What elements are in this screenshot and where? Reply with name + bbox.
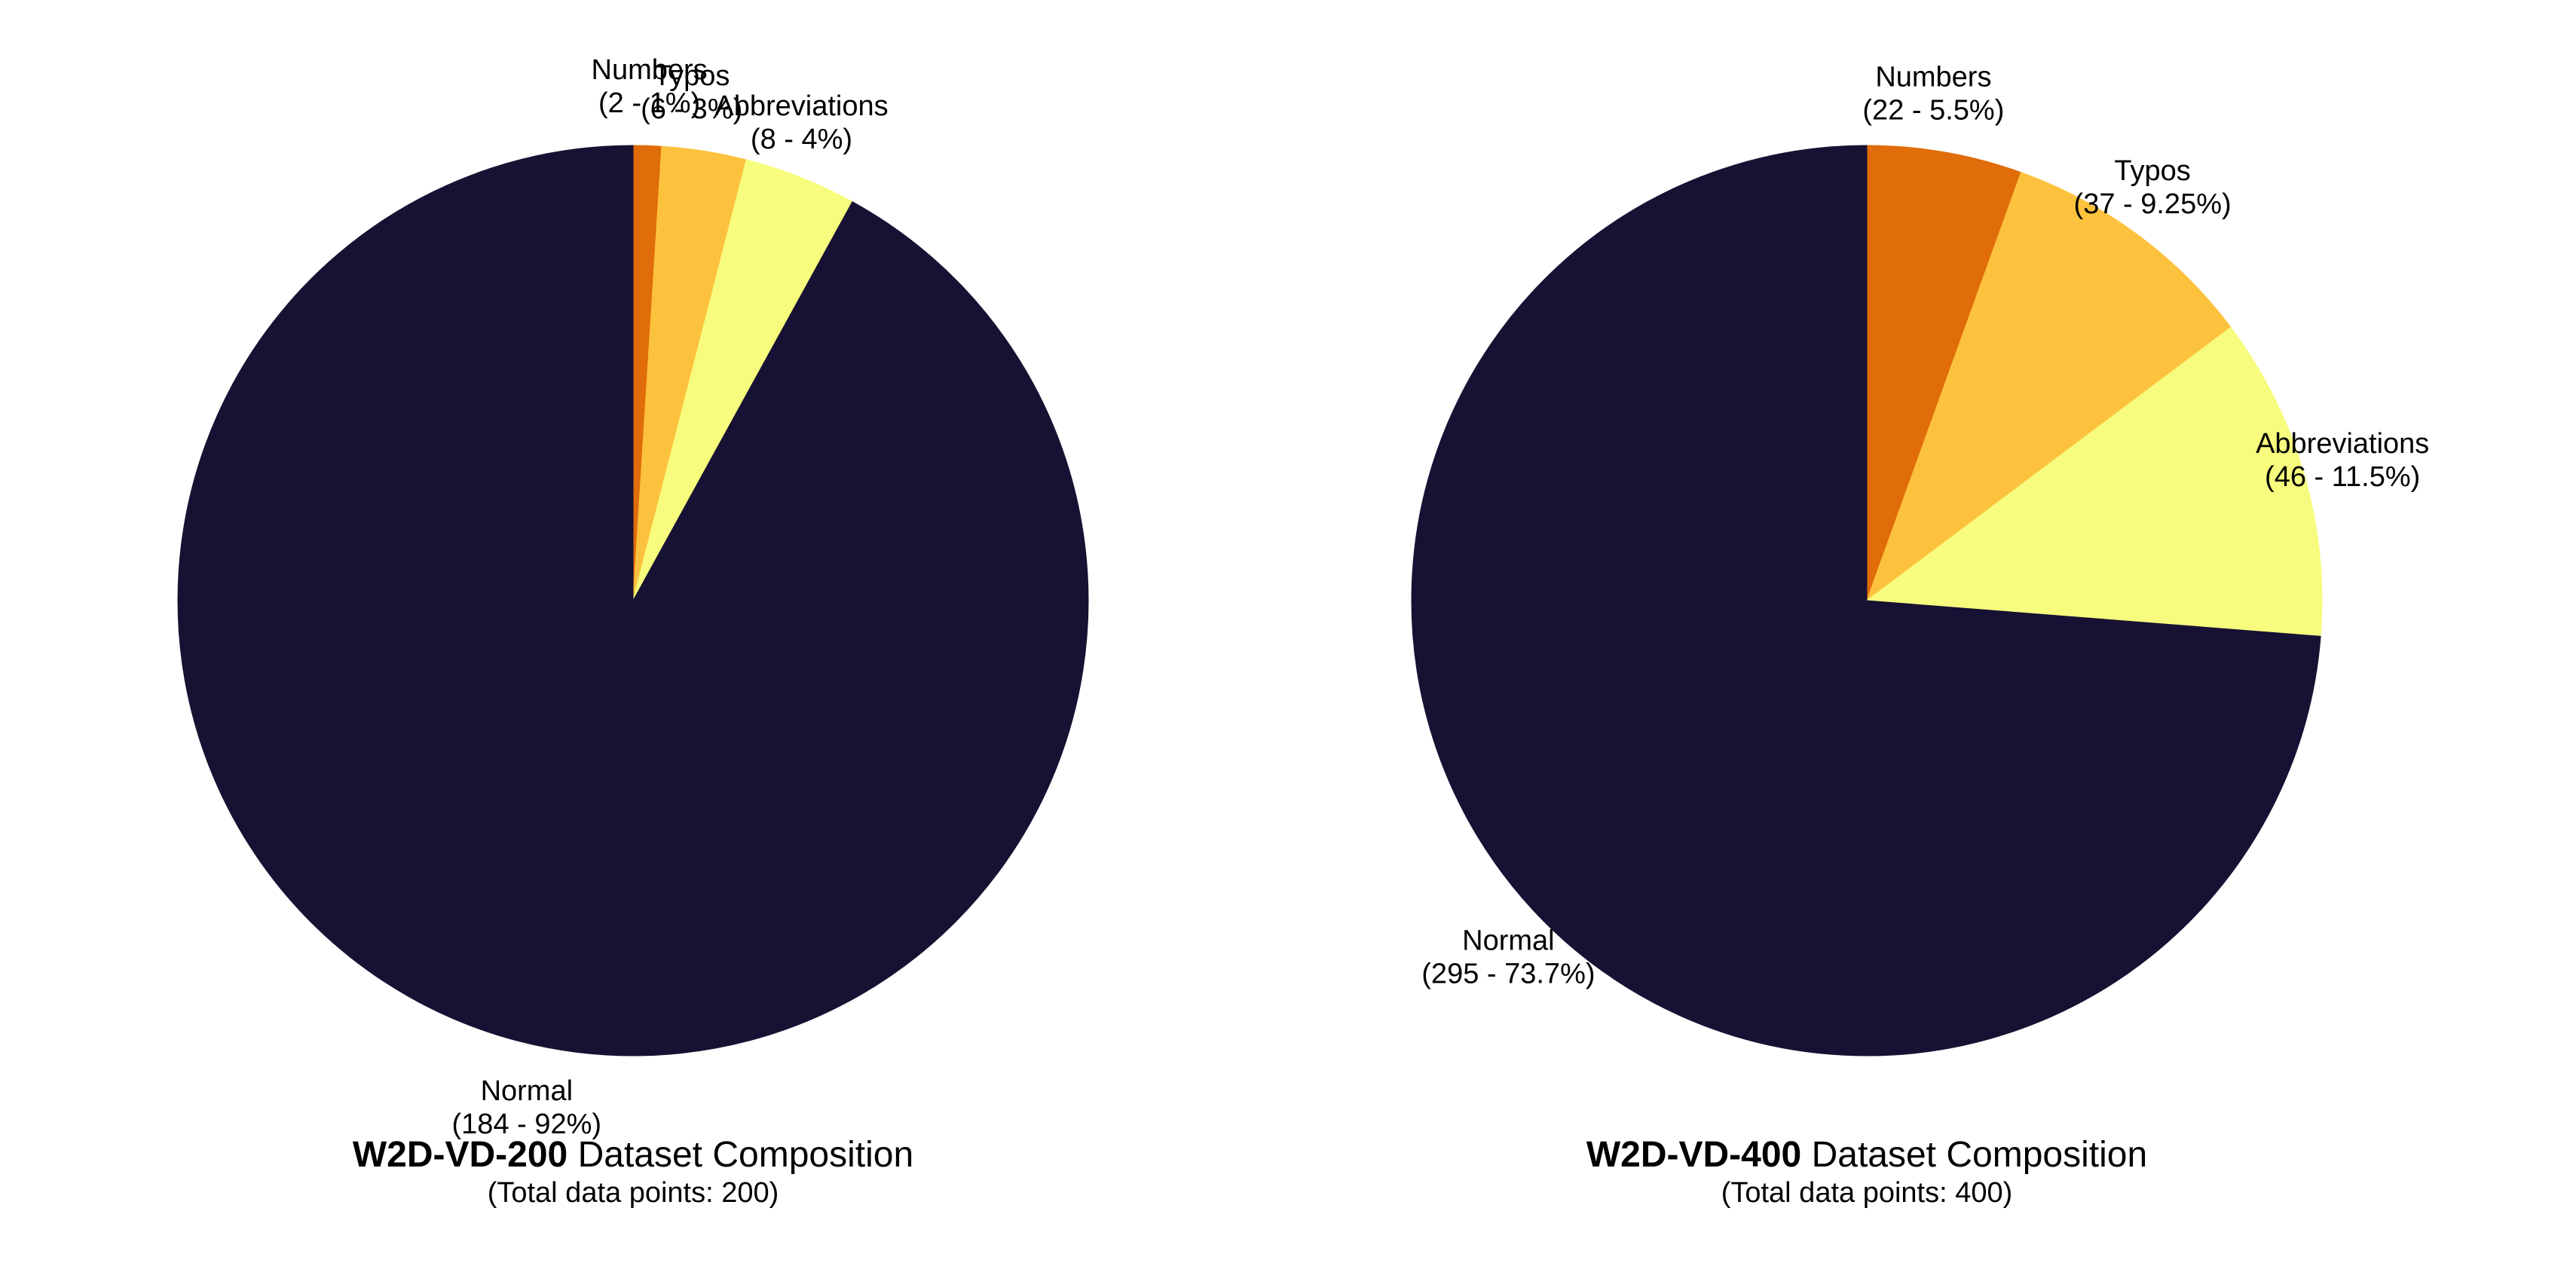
chart-subtitle-w2d-vd-200: (Total data points: 200) — [488, 1177, 779, 1209]
chart-title-rest: Dataset Composition — [1801, 1135, 2147, 1175]
pie-slice-normal — [1411, 145, 2321, 1057]
slice-value-label-abbreviations: (46 - 11.5%) — [2265, 461, 2420, 493]
pie-slice-abbreviations — [1865, 326, 2323, 637]
slice-label-numbers: Numbers — [1875, 62, 1991, 93]
chart-title-w2d-vd-200: W2D-VD-200 Dataset Composition — [353, 1135, 913, 1175]
slice-label-abbreviations: Abbreviations — [714, 90, 888, 122]
pie-chart-w2d-vd-400: Numbers(22 - 5.5%) Typos(37 - 9.25%) Abbre… — [1411, 62, 2429, 1057]
pie-slice-typos — [1865, 172, 2232, 602]
pie-slice-normal — [177, 145, 1089, 1057]
slice-label-numbers: Numbers — [592, 54, 708, 86]
chart-title-bold: W2D-VD-400 — [1586, 1135, 1801, 1175]
chart-title-w2d-vd-400: W2D-VD-400 Dataset Composition — [1586, 1135, 2147, 1175]
pie-chart-w2d-vd-200: Numbers(2 - 1%)Typos(6 - 3%)Abbreviation… — [177, 54, 1089, 1140]
slice-value-label-typos: (37 - 9.25%) — [2074, 188, 2232, 220]
pie-slice-numbers — [1866, 145, 2022, 601]
slice-label-abbreviations: Abbreviations — [2256, 428, 2429, 460]
chart-title-bold: W2D-VD-200 — [353, 1135, 568, 1175]
slice-value-label-abbreviations: (8 - 4%) — [751, 124, 852, 155]
slice-value-label-typos: (6 - 3%) — [641, 93, 742, 125]
chart-subtitle-w2d-vd-400: (Total data points: 400) — [1721, 1177, 2013, 1209]
slice-label-normal: Normal — [1462, 925, 1554, 956]
slice-value-label-normal: (184 - 92%) — [452, 1109, 602, 1140]
slice-value-label-numbers: (22 - 5.5%) — [1862, 95, 2004, 127]
slice-value-label-normal: (295 - 73.7%) — [1421, 958, 1595, 989]
slice-label-typos: Typos — [653, 60, 730, 92]
slice-value-label-numbers: (2 - 1%) — [598, 87, 700, 119]
slice-label-typos: Typos — [2114, 155, 2190, 187]
slice-label-normal: Normal — [481, 1075, 573, 1107]
chart-title-rest: Dataset Composition — [568, 1135, 913, 1175]
